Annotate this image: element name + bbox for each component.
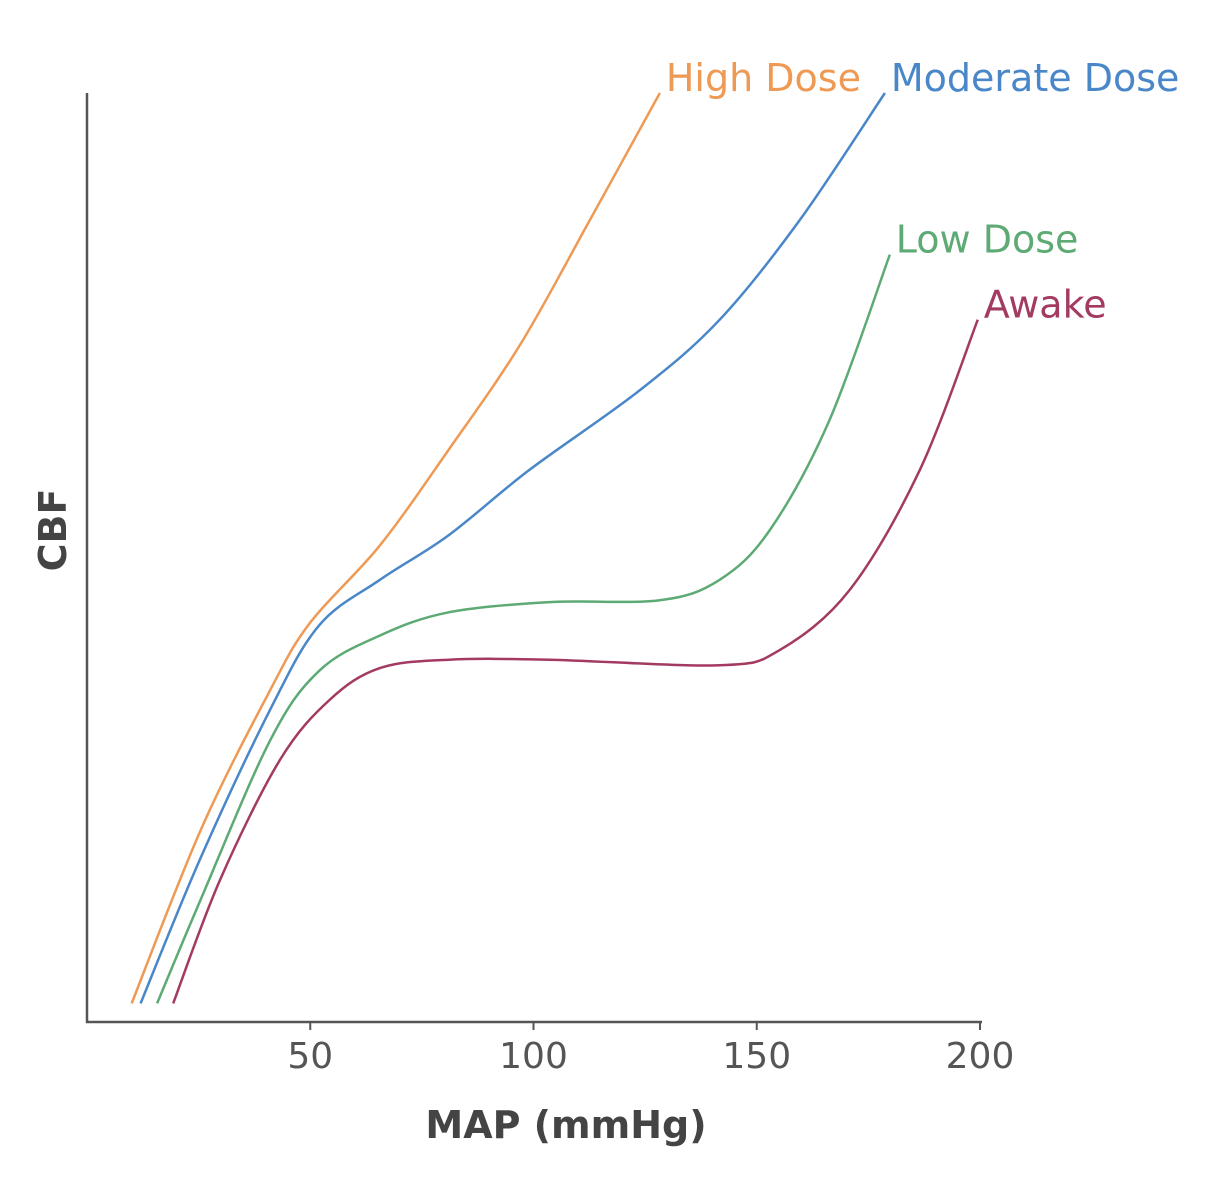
- x-tick-label: 150: [722, 1036, 791, 1077]
- series-line-moderate-dose: [139, 92, 886, 1004]
- x-tick-label: 200: [946, 1036, 1015, 1077]
- x-axis-label: MAP (mmHg): [425, 1103, 706, 1147]
- x-tick-label: 50: [287, 1036, 333, 1077]
- series-label-awake: Awake: [984, 283, 1107, 327]
- series-label-moderate-dose: Moderate Dose: [891, 56, 1180, 100]
- series-label-low-dose: Low Dose: [896, 218, 1079, 262]
- series-lines: [130, 92, 979, 1004]
- axes: [85, 93, 982, 1024]
- series-line-high-dose: [130, 92, 661, 1004]
- series-line-awake: [172, 319, 979, 1004]
- series-label-high-dose: High Dose: [666, 56, 861, 100]
- series-labels: High Dose Moderate Dose Low Dose Awake: [666, 56, 1180, 327]
- series-line-low-dose: [155, 254, 891, 1004]
- y-axis-label: CBF: [31, 489, 75, 572]
- x-tick-label: 100: [499, 1036, 568, 1077]
- x-ticks: 50 100 150 200: [287, 1022, 1014, 1077]
